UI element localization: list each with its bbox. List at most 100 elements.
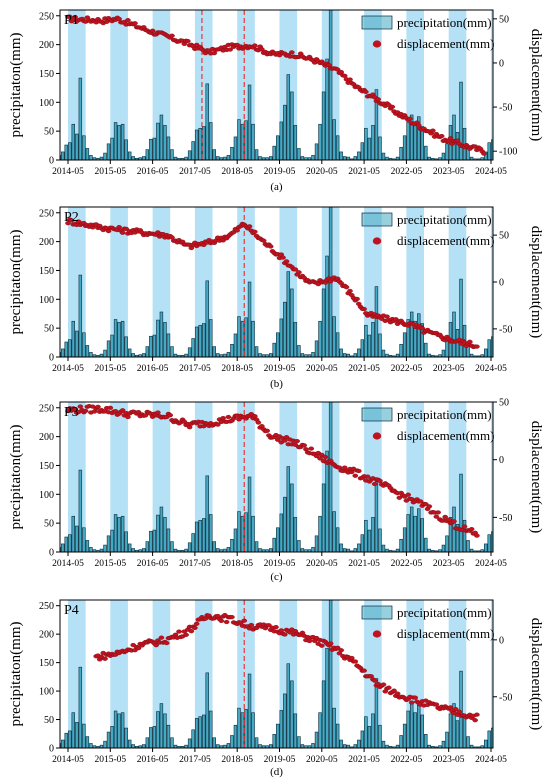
precipitation-bar — [152, 334, 157, 357]
precipitation-bar — [353, 744, 357, 748]
precipitation-bar — [300, 353, 305, 357]
precipitation-bar — [272, 145, 276, 160]
precipitation-bar — [258, 548, 262, 552]
displacement-point — [380, 682, 387, 687]
x-tick-label: 2014-05 — [52, 755, 84, 765]
precipitation-bar — [268, 353, 273, 357]
precipitation-bar — [212, 149, 216, 160]
precipitation-bar — [226, 547, 231, 552]
precipitation-bar — [205, 475, 209, 552]
displacement-point — [220, 416, 226, 421]
precipitation-bar — [209, 319, 213, 357]
precipitation-bar — [184, 156, 188, 160]
displacement-point — [467, 339, 473, 344]
precipitation-bar — [318, 712, 322, 748]
precipitation-bar — [219, 745, 224, 748]
precipitation-bar — [392, 158, 396, 160]
precipitation-bar — [166, 136, 171, 160]
precipitation-bar — [283, 496, 287, 552]
precipitation-bar — [279, 121, 283, 160]
precipitation-bar — [321, 680, 326, 748]
precipitation-bar — [85, 345, 90, 357]
precipitation-bar — [194, 718, 199, 748]
precipitation-bar — [202, 323, 206, 357]
displacement-point — [135, 646, 142, 651]
displacement-point — [452, 707, 459, 712]
precipitation-bar — [374, 89, 379, 160]
y-axis-title: precipitaton(mm) — [8, 425, 24, 530]
precipitation-bar — [406, 514, 410, 552]
precipitation-bar — [290, 483, 294, 552]
displacement-point — [241, 618, 248, 623]
precipitation-bar — [78, 274, 83, 357]
precipitation-bar — [85, 148, 90, 160]
displacement-point — [377, 478, 383, 483]
displacement-point — [430, 128, 436, 133]
precipitation-bar — [240, 712, 245, 748]
precipitation-bar — [364, 716, 368, 748]
y-tick-label: 0 — [49, 156, 54, 167]
precipitation-bar — [92, 549, 97, 552]
precipitation-bar — [103, 349, 107, 357]
precipitation-bar — [85, 736, 90, 748]
precipitation-bar — [445, 340, 449, 357]
precipitation-bar — [163, 713, 167, 748]
precipitation-bar — [265, 745, 269, 748]
precipitation-bar — [378, 333, 382, 357]
y2-tick-label: 0 — [499, 278, 504, 289]
precipitation-bar — [251, 320, 255, 357]
precipitation-bar — [350, 355, 354, 357]
x-tick-label: 2020-05 — [306, 167, 338, 177]
y2-tick-label: -50 — [499, 103, 512, 114]
displacement-point — [419, 326, 426, 331]
precipitation-bar — [353, 548, 357, 552]
panel-caption: (b) — [270, 378, 283, 390]
precipitation-bar — [113, 319, 118, 357]
precipitation-bar — [258, 156, 262, 160]
displacement-point — [347, 77, 353, 82]
precipitation-bar — [261, 745, 266, 748]
precipitation-bar — [346, 156, 350, 160]
precipitation-bar — [374, 678, 379, 748]
precipitation-bar — [78, 469, 83, 552]
displacement-point — [341, 73, 348, 78]
precipitation-bar — [466, 736, 470, 748]
precipitation-bar — [187, 347, 192, 357]
precipitation-bar — [462, 716, 467, 748]
precipitation-bar — [163, 517, 167, 552]
precipitation-bar — [484, 543, 488, 552]
precipitation-bar — [142, 156, 146, 160]
y2-tick-label: 50 — [499, 398, 509, 409]
precipitation-bar — [381, 349, 386, 357]
plot-frame — [59, 401, 494, 553]
precipitation-bar — [156, 711, 160, 748]
precipitation-bar — [230, 539, 234, 552]
x-tick-label: 2015-05 — [94, 755, 126, 765]
precipitation-bar — [71, 712, 75, 748]
y-tick-label: 0 — [49, 744, 54, 755]
x-tick-label: 2016-05 — [137, 167, 169, 177]
precipitation-bar — [484, 739, 488, 748]
plot-area — [60, 10, 493, 160]
y-tick-label: 50 — [44, 715, 54, 726]
precipitation-bar — [381, 152, 386, 160]
precipitation-bar — [89, 547, 93, 552]
precipitation-bar — [367, 334, 372, 357]
precipitation-bar — [385, 156, 389, 160]
precipitation-bar — [304, 354, 308, 357]
y2-tick-label: -50 — [499, 513, 512, 524]
precipitation-bar — [212, 346, 216, 357]
precipitation-bar — [166, 528, 171, 552]
displacement-point — [283, 259, 290, 264]
precipitation-bar — [138, 549, 142, 552]
y-axis-title: precipitaton(mm) — [8, 622, 24, 727]
precipitation-bar — [367, 529, 372, 552]
precipitation-bar — [75, 330, 79, 357]
precipitation-bar — [293, 322, 298, 357]
precipitation-bar — [314, 340, 319, 357]
displacement-point — [248, 622, 255, 628]
precipitation-bar — [413, 123, 417, 160]
precipitation-bar — [406, 319, 410, 357]
precipitation-bar — [420, 126, 424, 160]
precipitation-bar — [417, 705, 421, 748]
